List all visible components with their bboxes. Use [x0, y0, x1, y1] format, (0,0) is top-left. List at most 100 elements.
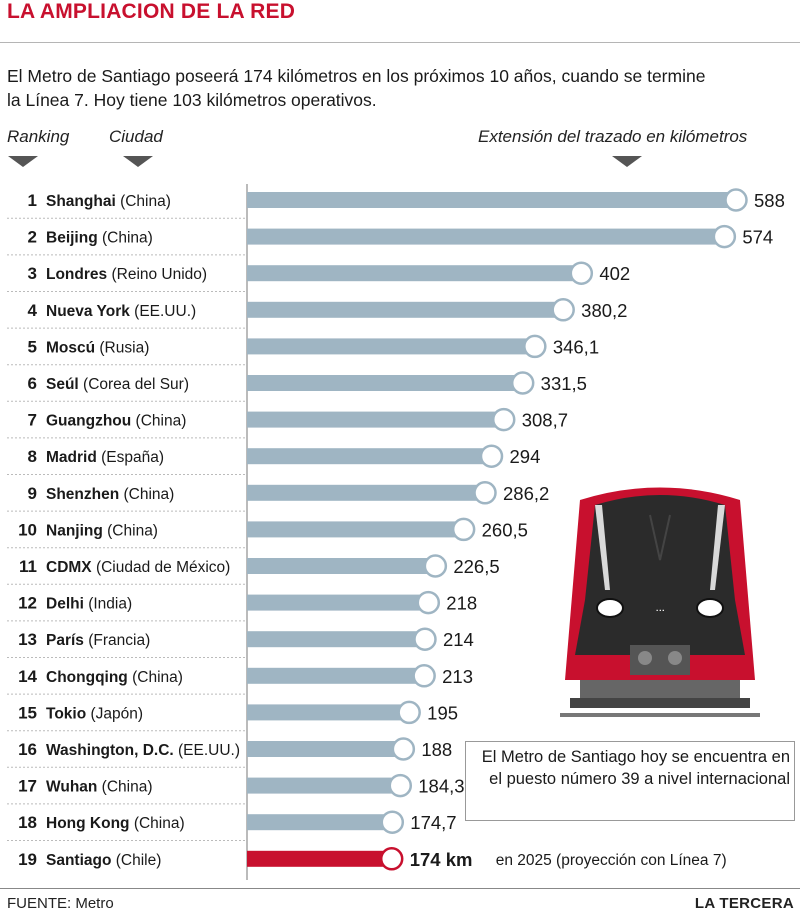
rank-label: 17 [18, 777, 37, 796]
bar [247, 631, 425, 648]
value-label: 260,5 [482, 519, 528, 540]
bar-end-marker [473, 481, 497, 505]
bar-end-marker [724, 188, 748, 212]
bar-end-marker [397, 700, 421, 725]
value-label: 286,2 [503, 483, 549, 504]
title-divider [0, 42, 800, 43]
value-label: 294 [510, 446, 541, 467]
city-label: Shenzhen (China) [46, 486, 174, 503]
city-label: Madrid (España) [46, 449, 164, 466]
value-label: 346,1 [553, 336, 599, 357]
bar [247, 448, 492, 465]
bar-end-marker [551, 298, 575, 322]
city-label: Moscú (Rusia) [46, 339, 149, 356]
value-label: 213 [442, 666, 473, 687]
bar-end-marker [423, 554, 448, 578]
value-label: 226,5 [453, 556, 499, 577]
bar [247, 558, 436, 574]
rank-label: 1 [28, 191, 37, 210]
value-label: 308,7 [522, 410, 568, 431]
bar [247, 594, 429, 611]
bar-end-marker [712, 224, 737, 249]
city-label: Hong Kong (China) [46, 815, 185, 832]
bar-end-marker [569, 261, 594, 285]
rank-label: 2 [28, 228, 37, 247]
intro-text: El Metro de Santiago poseerá 174 kilómet… [7, 66, 706, 110]
rank-label: 4 [28, 301, 38, 320]
value-label: 380,2 [581, 300, 627, 321]
ranking-pointer-icon [8, 156, 38, 167]
bar [247, 741, 404, 757]
value-label: 174 km [410, 849, 473, 870]
bar [247, 521, 464, 538]
bar-end-marker [380, 810, 405, 834]
rank-label: 12 [18, 594, 37, 613]
svg-text:ᐧᐧᐧ: ᐧᐧᐧ [655, 604, 664, 618]
source-note: FUENTE: Metro [7, 895, 114, 912]
rank-label: 18 [18, 813, 37, 832]
rank-label: 15 [18, 703, 37, 722]
bar-end-marker [391, 737, 416, 761]
ranking-header: Ranking [7, 127, 70, 146]
rank-label: 5 [28, 337, 37, 356]
value-label: 195 [427, 702, 458, 723]
bar [247, 338, 535, 355]
bar-end-marker [388, 773, 413, 798]
city-header: Ciudad [109, 127, 163, 146]
city-label: Nanjing (China) [46, 522, 158, 539]
rank-label: 9 [28, 484, 37, 503]
bar-end-marker [379, 847, 404, 871]
rank-label: 14 [18, 667, 37, 686]
bar-end-marker [479, 444, 504, 468]
rank-label: 16 [18, 740, 37, 759]
city-label: Beijing (China) [46, 230, 153, 247]
bar-end-marker [510, 371, 535, 395]
rank-label: 6 [28, 374, 37, 393]
city-label: Santiago (Chile) [46, 852, 161, 869]
bar [247, 228, 725, 245]
city-label: Seúl (Corea del Sur) [46, 376, 189, 393]
city-label: Delhi (India) [46, 596, 132, 613]
city-label: CDMX (Ciudad de México) [46, 559, 230, 576]
city-label: Guangzhou (China) [46, 413, 186, 430]
city-label: Chongqing (China) [46, 669, 183, 686]
bar [247, 265, 582, 282]
bar [247, 484, 486, 501]
extension-pointer-icon [612, 156, 642, 167]
rank-label: 19 [18, 850, 37, 869]
rank-label: 13 [18, 630, 37, 649]
bar-end-marker [413, 627, 437, 651]
value-label: 218 [446, 593, 477, 614]
metro-train-icon: ᐧᐧᐧ [560, 487, 760, 717]
rank-label: 3 [28, 264, 37, 283]
value-label: 402 [599, 263, 630, 284]
bar [247, 814, 393, 831]
city-pointer-icon [123, 156, 153, 167]
bar [247, 777, 401, 794]
projection-note: en 2025 (proyección con Línea 7) [496, 852, 727, 869]
bar-end-marker [523, 334, 547, 359]
rank-label: 11 [19, 557, 37, 576]
city-label: Nueva York (EE.UU.) [46, 303, 196, 320]
bar [247, 192, 736, 208]
value-label: 174,7 [410, 812, 456, 833]
bar [247, 704, 410, 721]
bar-end-marker [491, 407, 516, 432]
city-label: Tokio (Japón) [46, 705, 143, 722]
bar-end-marker [451, 517, 476, 542]
value-label: 588 [754, 190, 785, 211]
bar [247, 411, 504, 428]
value-label: 331,5 [541, 373, 587, 394]
city-label: Londres (Reino Unido) [46, 266, 207, 283]
bar [247, 375, 523, 391]
bar-end-marker [412, 664, 436, 688]
city-label: Washington, D.C. (EE.UU.) [46, 742, 240, 759]
value-label: 214 [443, 629, 474, 650]
bar [247, 667, 425, 684]
value-label: 188 [421, 739, 452, 760]
value-label: 184,3 [418, 776, 464, 797]
bar [247, 301, 564, 318]
bar [247, 850, 392, 867]
footer-divider [0, 888, 800, 889]
